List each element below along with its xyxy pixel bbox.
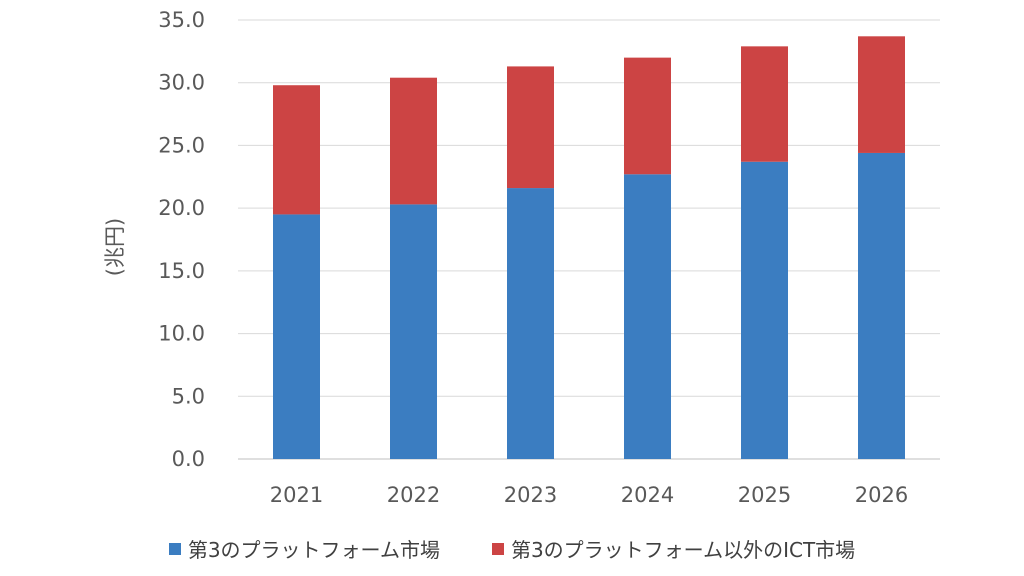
bar-segment-2024-series-1 (624, 174, 671, 459)
bar-segment-2022-series-1 (390, 204, 437, 459)
bar-segment-2023-series-1 (507, 188, 554, 459)
bar-segment-2023-series-2 (507, 66, 554, 189)
x-tick-label: 2026 (855, 483, 908, 507)
legend: 第3のプラットフォーム市場 第3のプラットフォーム以外のICT市場 (0, 534, 1024, 563)
y-axis-label: (兆円) (103, 218, 127, 276)
bar-segment-2022-series-2 (390, 77, 437, 205)
y-tick-label: 20.0 (158, 196, 205, 220)
x-axis-ticks: 2021 2022 2023 2024 2025 2026 (270, 483, 908, 507)
y-axis-ticks: 0.0 5.0 10.0 15.0 20.0 25.0 30.0 35.0 (158, 8, 205, 471)
bar-segment-2024-series-2 (624, 57, 671, 175)
stacked-bar-chart: 0.05.010.015.020.025.030.035.0 2021 2022 2… (103, 8, 940, 507)
y-tick-label: 0.0 (172, 447, 205, 471)
x-tick-label: 2022 (387, 483, 440, 507)
gridlines (238, 19, 940, 460)
x-tick-label: 2024 (621, 483, 674, 507)
legend-label: 第3のプラットフォーム市場 (187, 538, 440, 562)
y-tick-label: 15.0 (158, 259, 205, 283)
bar-segment-2021-series-2 (273, 85, 320, 215)
y-tick-label: 25.0 (158, 133, 205, 157)
x-tick-label: 2023 (504, 483, 557, 507)
bars (273, 36, 905, 459)
y-tick-label: 10.0 (158, 322, 205, 346)
bar-segment-2026-series-2 (858, 36, 905, 153)
y-tick-label: 5.0 (172, 384, 205, 408)
bar-segment-2025-series-1 (741, 161, 788, 459)
legend-swatch (491, 542, 504, 555)
legend-item-series-2: 第3のプラットフォーム以外のICT市場 (491, 534, 856, 563)
legend-label: 第3のプラットフォーム以外のICT市場 (510, 538, 856, 562)
y-tick-label: 35.0 (158, 8, 205, 32)
bar-segment-2026-series-1 (858, 152, 905, 459)
bar-segment-2021-series-1 (273, 214, 320, 459)
x-tick-label: 2021 (270, 483, 323, 507)
x-tick-label: 2025 (738, 483, 791, 507)
bar-segment-2025-series-2 (741, 46, 788, 162)
y-tick-label: 30.0 (158, 71, 205, 95)
legend-swatch (168, 542, 181, 555)
legend-item-series-1: 第3のプラットフォーム市場 (168, 534, 440, 563)
